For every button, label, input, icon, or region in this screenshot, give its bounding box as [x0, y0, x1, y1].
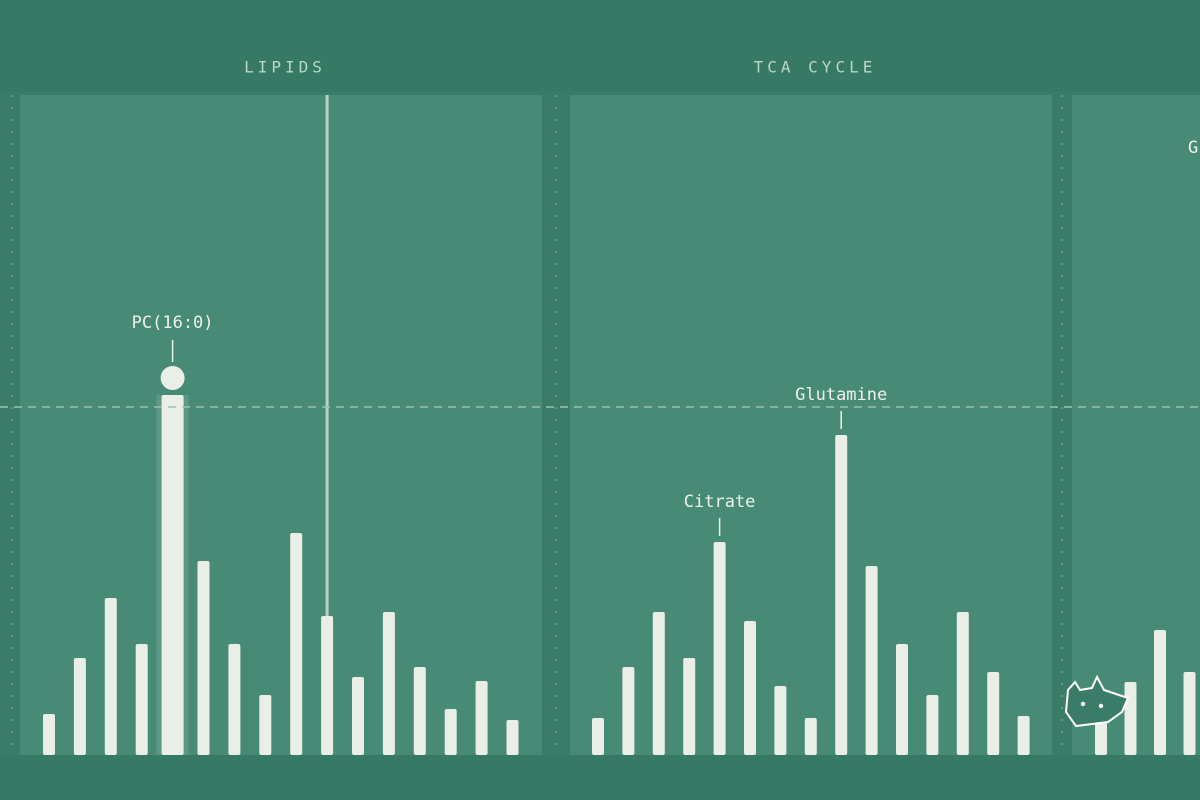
- bar: [506, 720, 519, 755]
- bar: [592, 718, 604, 755]
- bar: [161, 395, 184, 755]
- bar: [73, 658, 86, 755]
- bar-label: Citrate: [684, 492, 756, 512]
- bar: [228, 644, 241, 755]
- bar: [104, 598, 117, 755]
- bar: [622, 667, 635, 755]
- bar: [1095, 720, 1107, 755]
- panel: [570, 95, 1052, 755]
- panel: [1072, 95, 1200, 755]
- bar: [135, 644, 148, 755]
- annotation: G: [1188, 138, 1198, 158]
- bar: [835, 435, 848, 755]
- bar: [804, 718, 817, 755]
- bar: [652, 612, 665, 755]
- bar: [987, 672, 1000, 755]
- bar: [352, 677, 364, 755]
- panel-title: LIPIDS: [244, 58, 326, 77]
- bar: [444, 709, 457, 755]
- cat-icon: [1064, 674, 1130, 728]
- bar: [321, 616, 334, 755]
- bar: [713, 542, 726, 755]
- bar: [1183, 672, 1196, 755]
- bar: [865, 566, 878, 755]
- bar: [1124, 682, 1137, 755]
- footer-band: [0, 755, 1200, 800]
- bar: [1154, 630, 1166, 755]
- bar: [926, 695, 939, 755]
- bar-label: PC(16:0): [132, 313, 214, 333]
- bar: [382, 612, 395, 755]
- bar: [43, 714, 55, 755]
- bar: [413, 667, 426, 755]
- bar-label: Glutamine: [795, 385, 887, 405]
- bar: [197, 561, 210, 755]
- panel: [20, 95, 542, 755]
- bar: [475, 681, 488, 755]
- bar: [290, 533, 303, 755]
- bar: [1017, 716, 1030, 755]
- bar: [896, 644, 908, 755]
- bar: [744, 621, 756, 755]
- bar: [774, 686, 787, 755]
- header-band: [0, 0, 1200, 92]
- bar: [956, 612, 969, 755]
- highlight-dot: [160, 366, 185, 390]
- bar: [259, 695, 272, 755]
- panel-title: TCA CYCLE: [754, 58, 877, 77]
- bar: [683, 658, 696, 755]
